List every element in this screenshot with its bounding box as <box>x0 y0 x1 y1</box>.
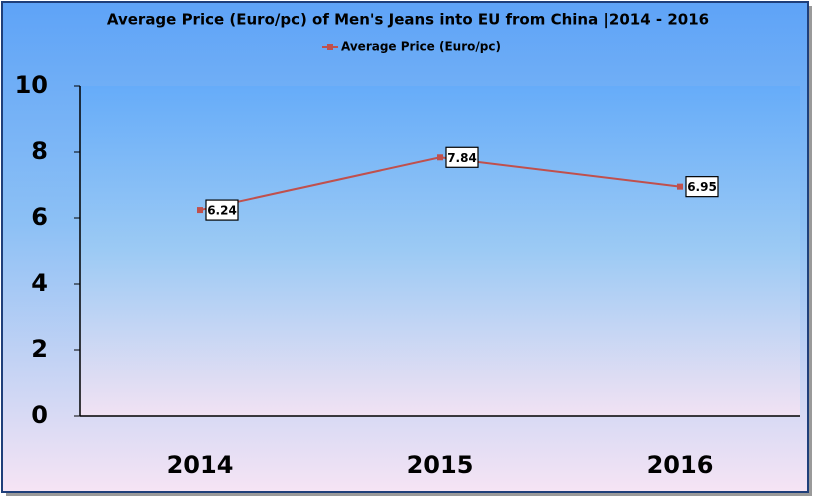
x-tick-label: 2016 <box>647 451 714 479</box>
data-label-box <box>445 146 479 168</box>
y-tick-label: 10 <box>15 71 48 99</box>
y-tick-label: 2 <box>31 335 48 363</box>
data-label-box <box>685 176 719 198</box>
point-marker <box>677 183 683 190</box>
chart-title: Average Price (Euro/pc) of Men's Jeans i… <box>107 11 709 30</box>
x-tick-label: 2014 <box>167 451 234 479</box>
plot-area <box>80 86 800 416</box>
data-label-box <box>205 199 239 221</box>
x-tick-label: 2015 <box>407 451 474 479</box>
data-label: 6.24 <box>207 204 237 218</box>
legend-marker <box>327 44 333 50</box>
y-tick-label: 8 <box>31 137 48 165</box>
point-marker <box>197 207 203 214</box>
y-tick-label: 6 <box>31 203 48 231</box>
point-marker <box>437 154 443 161</box>
legend-label: Average Price (Euro/pc) <box>341 40 501 54</box>
data-label: 7.84 <box>447 151 477 165</box>
y-tick-label: 0 <box>31 401 48 429</box>
y-tick-label: 4 <box>31 269 48 297</box>
data-label: 6.95 <box>687 180 717 194</box>
